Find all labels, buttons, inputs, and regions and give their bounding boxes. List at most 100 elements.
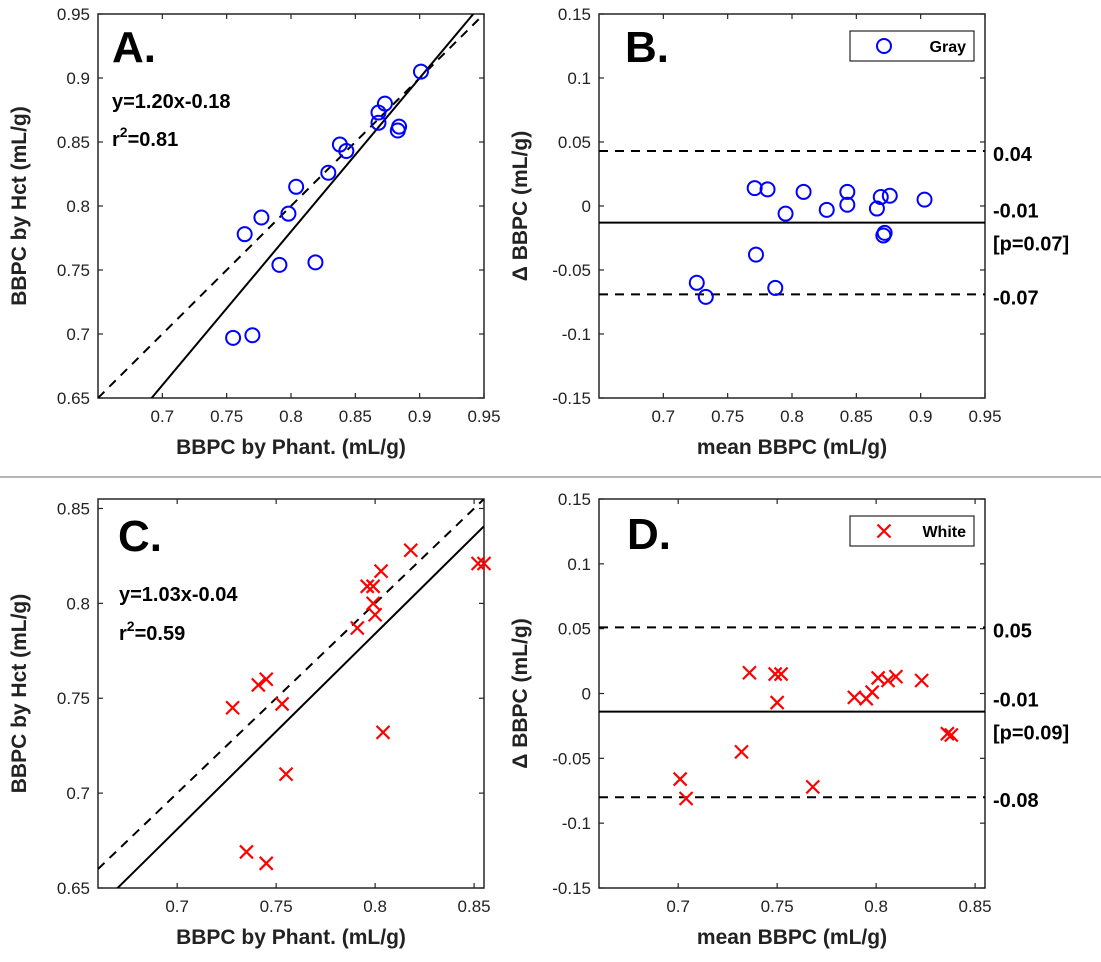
data-point [868,200,885,217]
data-point [916,191,933,208]
x-tick-label: 0.9 [909,407,933,426]
panel-letter: D. [627,510,671,559]
y-tick-label: 0.65 [57,389,90,408]
data-point [944,727,959,743]
legend-box [849,515,975,547]
y-tick-label: -0.1 [562,325,591,344]
data-point [236,226,253,243]
x-axis-label: BBPC by Phant. (mL/g) [176,436,406,459]
panel-c: 0.7 0.75 0.8 0.85 0.65 0.7 0.75 0.8 0.85 BBPC by … [8,498,492,949]
plot-frame [97,498,485,889]
data-point [403,542,419,558]
y-tick-label: 0.05 [558,133,591,152]
data-point [795,183,812,200]
y-axis-label: BBPC by Hct (mL/g) [8,106,31,306]
y-tick-label: -0.05 [552,749,591,768]
x-axis-label: BBPC by Phant. (mL/g) [176,926,406,949]
y-tick-label: -0.15 [552,389,591,408]
p-value-label: [p=0.07] [993,234,1069,256]
x-tick-label: 0.7 [666,897,690,916]
y-tick-label: 0.1 [567,555,591,574]
data-point [746,180,763,197]
legend: White [849,515,975,547]
data-point [470,556,486,571]
x-tick-label: 0.95 [467,407,500,426]
r-squared-superscript: 2 [127,618,135,634]
x-tick-label: 0.85 [840,407,873,426]
data-point [307,254,324,271]
x-tick-label: 0.9 [408,407,432,426]
data-point [747,246,764,263]
data-point [773,666,789,682]
data-point [914,673,929,688]
y-tick-label: -0.05 [552,261,591,280]
data-point [375,725,391,740]
r-squared-value: =0.59 [135,623,186,645]
x-tick-label: 0.8 [780,407,804,426]
plot-lines [599,626,985,799]
data-point [742,665,757,681]
data-point [274,696,290,712]
data-point [244,327,261,344]
data-point [365,579,381,594]
data-point [225,329,242,346]
r-squared-label: r2=0.59 [119,618,185,645]
data-point [258,856,274,871]
lower-limit-label: -0.08 [993,790,1039,812]
data-point [258,671,274,687]
x-tick-label: 0.85 [339,407,372,426]
x-tick-label: 0.7 [165,897,189,916]
panel-b: 0.7 0.75 0.8 0.85 0.9 0.95 -0.15 -0.1 -0.05 0 0.05… [509,5,1069,459]
y-tick-label: 0.8 [66,197,90,216]
data-point [278,766,294,782]
upper-limit-label: 0.05 [993,620,1032,642]
mean-difference-label: -0.01 [993,201,1039,223]
plot-frame [598,498,986,889]
r-squared-superscript: 2 [120,124,128,140]
data-point [365,596,381,611]
legend-box [849,30,975,62]
y-tick-label: 0.75 [57,689,90,708]
y-tick-label: 0.15 [558,5,591,24]
data-point [864,684,880,700]
data-point [672,771,688,787]
data-point [288,178,305,195]
x-tick-label: 0.85 [458,897,491,916]
x-tick-label: 0.8 [363,897,387,916]
regression-line [116,525,484,888]
x-tick-label: 0.8 [279,407,303,426]
data-point [239,844,254,860]
x-axis-label: mean BBPC (mL/g) [697,926,887,949]
panel-d: 0.7 0.75 0.8 0.85 -0.15 -0.1 -0.05 0 0.05 0.1 0.15… [509,490,1069,949]
y-tick-label: 0.95 [57,5,90,24]
y-tick-label: 0 [582,197,591,216]
r-squared-symbol: r [119,623,127,645]
x-tick-label: 0.7 [652,407,676,426]
panel-letter: B. [625,23,669,72]
y-tick-label: 0.65 [57,879,90,898]
data-point [777,205,794,222]
data-point [367,607,383,623]
y-axis-label: Δ BBPC (mL/g) [509,618,532,768]
data-point [847,690,862,705]
panel-letter: C. [118,512,162,561]
data-point [839,196,856,213]
upper-limit-label: 0.04 [993,144,1033,166]
data-point [359,579,375,594]
data-point [888,669,904,684]
y-tick-label: 0.9 [66,69,90,88]
y-tick-label: 0.15 [558,490,591,509]
panel-letter: A. [112,23,156,72]
data-point [688,274,705,291]
data-point [320,164,337,181]
r-squared-value: =0.81 [128,129,179,151]
x-tick-label: 0.75 [210,407,243,426]
data-point [373,563,389,579]
data-point [872,189,889,206]
data-point [767,666,783,682]
data-point [412,63,429,80]
p-value-label: [p=0.09] [993,723,1069,745]
data-point [391,118,408,135]
y-tick-label: 0.05 [558,620,591,639]
